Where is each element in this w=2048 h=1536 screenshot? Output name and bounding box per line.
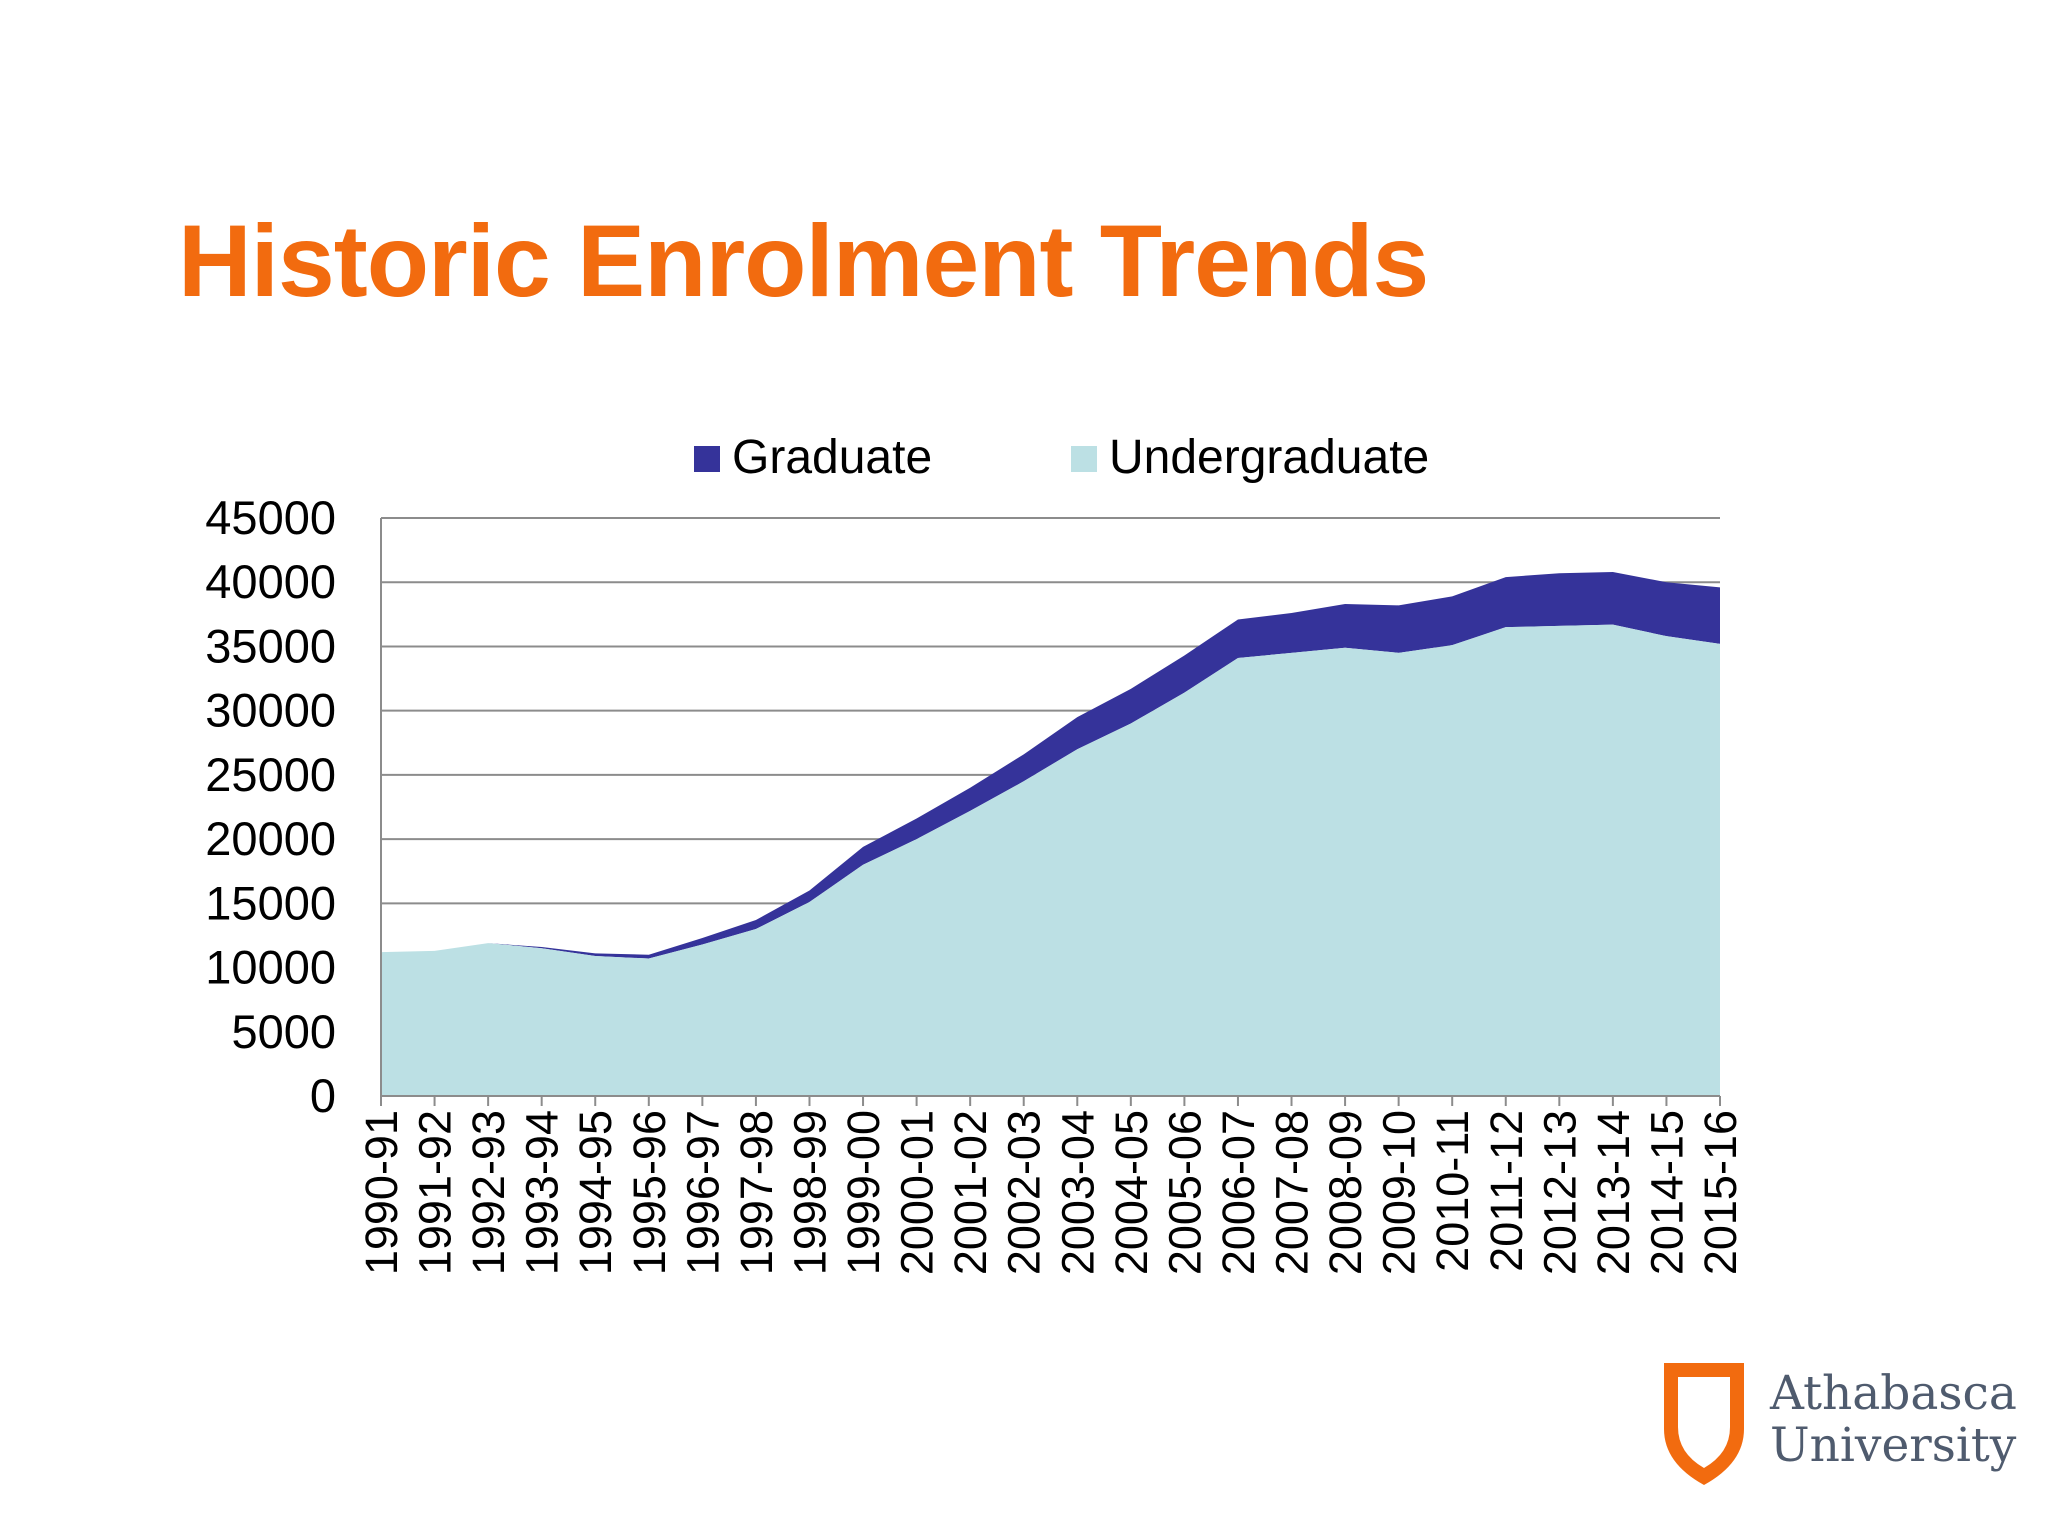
y-tick-label: 20000 bbox=[205, 812, 336, 865]
x-tick-label: 1994-95 bbox=[570, 1110, 621, 1275]
y-tick-label: 0 bbox=[310, 1069, 336, 1122]
x-tick-label: 2012-13 bbox=[1534, 1110, 1585, 1275]
x-tick-label: 1997-98 bbox=[731, 1110, 782, 1275]
x-tick-label: 2006-07 bbox=[1213, 1110, 1264, 1275]
x-tick-label: 2008-09 bbox=[1320, 1110, 1371, 1275]
x-tick-label: 1991-92 bbox=[410, 1110, 461, 1275]
x-tick-label: 2007-08 bbox=[1267, 1110, 1318, 1275]
legend-label-graduate: Graduate bbox=[732, 431, 932, 484]
x-tick-label: 2015-16 bbox=[1695, 1110, 1746, 1275]
x-tick-label: 1995-96 bbox=[624, 1110, 675, 1275]
y-tick-label: 25000 bbox=[205, 748, 336, 801]
y-tick-label: 10000 bbox=[205, 941, 336, 994]
x-tick-label: 1992-93 bbox=[463, 1110, 514, 1275]
x-tick-label: 2010-11 bbox=[1427, 1110, 1478, 1272]
y-tick-label: 45000 bbox=[205, 491, 336, 544]
slide-title: Historic Enrolment Trends bbox=[178, 204, 1429, 318]
x-tick-label: 1996-97 bbox=[677, 1110, 728, 1275]
athabasca-university-logo: Athabasca University bbox=[1664, 1363, 2017, 1485]
x-tick-label: 2013-14 bbox=[1588, 1110, 1639, 1275]
y-tick-label: 30000 bbox=[205, 684, 336, 737]
x-tick-label: 2011-12 bbox=[1481, 1110, 1532, 1272]
area-series bbox=[381, 571, 1720, 1096]
x-tick-label: 1998-99 bbox=[784, 1110, 835, 1275]
x-tick-label: 2000-01 bbox=[892, 1110, 943, 1275]
x-tick-label: 1990-91 bbox=[356, 1110, 407, 1275]
x-tick-labels: 1990-91 1991-92 1992-93 1993-94 1994-95 1995-… bbox=[356, 1110, 1746, 1275]
y-tick-labels: 0 5000 10000 15000 20000 25000 30000 35000 40000… bbox=[205, 491, 336, 1122]
legend-swatch-graduate bbox=[694, 446, 720, 472]
logo-text-university: University bbox=[1770, 1418, 2017, 1473]
logo-text-athabasca: Athabasca bbox=[1769, 1366, 2017, 1421]
x-tick-label: 2005-06 bbox=[1159, 1110, 1210, 1275]
legend: Graduate Undergraduate bbox=[694, 431, 1429, 484]
x-tick-label: 2001-02 bbox=[945, 1110, 996, 1275]
shield-icon bbox=[1664, 1363, 1744, 1485]
y-tick-label: 40000 bbox=[205, 555, 336, 608]
x-tick-label: 2004-05 bbox=[1106, 1110, 1157, 1275]
x-tick-label: 2003-04 bbox=[1052, 1110, 1103, 1275]
legend-label-undergraduate: Undergraduate bbox=[1109, 431, 1429, 484]
x-tick-label: 2002-03 bbox=[999, 1110, 1050, 1275]
x-tick-label: 2014-15 bbox=[1641, 1110, 1692, 1275]
x-tick-label: 1999-00 bbox=[838, 1110, 889, 1275]
axes bbox=[380, 518, 1721, 1106]
y-tick-label: 35000 bbox=[205, 619, 336, 672]
y-tick-label: 5000 bbox=[231, 1005, 336, 1058]
legend-swatch-undergraduate bbox=[1071, 446, 1097, 472]
x-tick-label: 2009-10 bbox=[1374, 1110, 1425, 1275]
x-tick-label: 1993-94 bbox=[517, 1110, 568, 1275]
y-tick-label: 15000 bbox=[205, 876, 336, 929]
series-area-undergraduate bbox=[381, 624, 1720, 1096]
